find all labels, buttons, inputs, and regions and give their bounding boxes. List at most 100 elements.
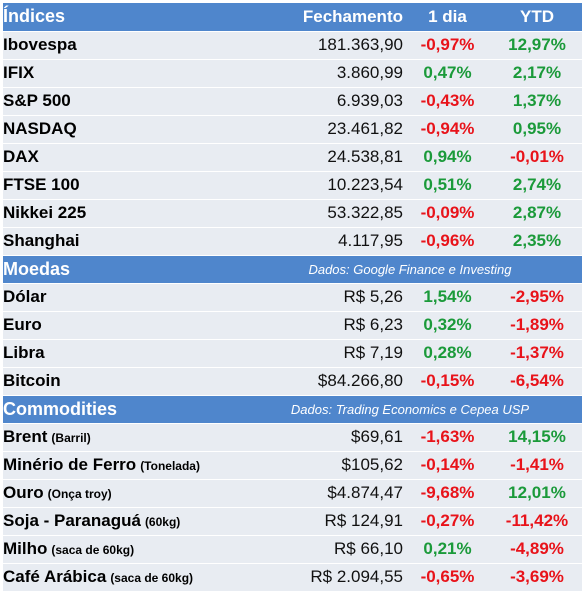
- asset-name: Milho: [3, 539, 48, 558]
- market-summary-table: Índices Fechamento 1 dia YTD Ibovespa 181…: [3, 3, 582, 592]
- day-change: -9,68%: [403, 479, 492, 508]
- asset-name-cell: Dólar: [3, 283, 238, 312]
- ytd-change: -3,69%: [492, 563, 582, 592]
- ytd-change: -0,01%: [492, 143, 582, 172]
- source-note-commodities: Dados: Trading Economics e Cepea USP: [238, 395, 582, 424]
- table-row: Dólar R$ 5,26 1,54% -2,95%: [3, 283, 582, 312]
- table-row: Bitcoin $84.266,80 -0,15% -6,54%: [3, 367, 582, 396]
- header-indices: Índices: [3, 3, 238, 32]
- asset-unit: (60kg): [144, 515, 181, 529]
- ytd-change: 14,15%: [492, 423, 582, 452]
- asset-name: S&P 500: [3, 91, 71, 110]
- table-row: Café Arábica (saca de 60kg) R$ 2.094,55 -0,…: [3, 563, 582, 592]
- close-value: R$ 5,26: [238, 283, 403, 312]
- asset-name-cell: Bitcoin: [3, 367, 238, 396]
- day-change: -0,43%: [403, 87, 492, 116]
- day-change: -0,97%: [403, 31, 492, 60]
- section-header-row: Commodities Dados: Trading Economics e C…: [3, 395, 582, 424]
- day-change: 0,94%: [403, 143, 492, 172]
- close-value: 6.939,03: [238, 87, 403, 116]
- ytd-change: 2,87%: [492, 199, 582, 228]
- close-value: $105,62: [238, 451, 403, 480]
- close-value: R$ 7,19: [238, 339, 403, 368]
- table-row: DAX 24.538,81 0,94% -0,01%: [3, 143, 582, 172]
- asset-name-cell: DAX: [3, 143, 238, 172]
- day-change: -0,94%: [403, 115, 492, 144]
- close-value: R$ 6,23: [238, 311, 403, 340]
- table-row: S&P 500 6.939,03 -0,43% 1,37%: [3, 87, 582, 116]
- asset-name-cell: Café Arábica (saca de 60kg): [3, 563, 238, 592]
- asset-name: Brent: [3, 427, 48, 446]
- moedas-section: Dólar R$ 5,26 1,54% -2,95% Euro R$ 6,23 0,32% -…: [3, 283, 582, 396]
- asset-name: Euro: [3, 315, 42, 334]
- asset-name: FTSE 100: [3, 175, 80, 194]
- table-row: Ibovespa 181.363,90 -0,97% 12,97%: [3, 31, 582, 60]
- table-row: Minério de Ferro (Tonelada) $105,62 -0,14% -…: [3, 451, 582, 480]
- asset-name: IFIX: [3, 63, 35, 82]
- asset-name-cell: FTSE 100: [3, 171, 238, 200]
- asset-name-cell: Libra: [3, 339, 238, 368]
- header-1-day: 1 dia: [403, 3, 492, 32]
- ytd-change: 1,37%: [492, 87, 582, 116]
- close-value: $69,61: [238, 423, 403, 452]
- table-row: Brent (Barril) $69,61 -1,63% 14,15%: [3, 423, 582, 452]
- asset-name: Café Arábica: [3, 567, 107, 586]
- day-change: -1,63%: [403, 423, 492, 452]
- commodities-section: Brent (Barril) $69,61 -1,63% 14,15% Minério d…: [3, 423, 582, 592]
- asset-unit: (Onça troy): [47, 487, 112, 501]
- day-change: 1,54%: [403, 283, 492, 312]
- close-value: 10.223,54: [238, 171, 403, 200]
- day-change: -0,27%: [403, 507, 492, 536]
- asset-name-cell: Euro: [3, 311, 238, 340]
- indices-section: Ibovespa 181.363,90 -0,97% 12,97% IFIX 3.860,…: [3, 31, 582, 256]
- asset-name-cell: IFIX: [3, 59, 238, 88]
- section-header-row: Moedas Dados: Google Finance e Investing: [3, 255, 582, 284]
- close-value: 24.538,81: [238, 143, 403, 172]
- close-value: $84.266,80: [238, 367, 403, 396]
- asset-unit: (Tonelada): [140, 459, 200, 473]
- asset-name: Soja - Paranaguá: [3, 511, 141, 530]
- asset-name-cell: Nikkei 225: [3, 199, 238, 228]
- ytd-change: 12,97%: [492, 31, 582, 60]
- asset-name: Libra: [3, 343, 45, 362]
- day-change: 0,32%: [403, 311, 492, 340]
- table-row: NASDAQ 23.461,82 -0,94% 0,95%: [3, 115, 582, 144]
- ytd-change: -11,42%: [492, 507, 582, 536]
- ytd-change: 2,17%: [492, 59, 582, 88]
- asset-name-cell: Ibovespa: [3, 31, 238, 60]
- asset-name: Bitcoin: [3, 371, 61, 390]
- close-value: 3.860,99: [238, 59, 403, 88]
- asset-name-cell: Milho (saca de 60kg): [3, 535, 238, 564]
- table-row: Nikkei 225 53.322,85 -0,09% 2,87%: [3, 199, 582, 228]
- day-change: -0,09%: [403, 199, 492, 228]
- day-change: -0,14%: [403, 451, 492, 480]
- asset-name-cell: Minério de Ferro (Tonelada): [3, 451, 238, 480]
- ytd-change: -1,41%: [492, 451, 582, 480]
- ytd-change: 2,35%: [492, 227, 582, 256]
- table-row: FTSE 100 10.223,54 0,51% 2,74%: [3, 171, 582, 200]
- header-close: Fechamento: [238, 3, 403, 32]
- moedas-header: Moedas Dados: Google Finance e Investing: [3, 255, 582, 284]
- day-change: 0,47%: [403, 59, 492, 88]
- close-value: R$ 66,10: [238, 535, 403, 564]
- asset-name-cell: NASDAQ: [3, 115, 238, 144]
- asset-name-cell: S&P 500: [3, 87, 238, 116]
- asset-name: Dólar: [3, 287, 47, 306]
- asset-name-cell: Ouro (Onça troy): [3, 479, 238, 508]
- source-note-moedas: Dados: Google Finance e Investing: [238, 255, 582, 284]
- close-value: 53.322,85: [238, 199, 403, 228]
- asset-name: DAX: [3, 147, 39, 166]
- close-value: 23.461,82: [238, 115, 403, 144]
- day-change: 0,28%: [403, 339, 492, 368]
- commodities-header: Commodities Dados: Trading Economics e C…: [3, 395, 582, 424]
- ytd-change: 2,74%: [492, 171, 582, 200]
- header-ytd: YTD: [492, 3, 582, 32]
- asset-unit: (saca de 60kg): [110, 571, 194, 585]
- ytd-change: -1,37%: [492, 339, 582, 368]
- table-row: Shanghai 4.117,95 -0,96% 2,35%: [3, 227, 582, 256]
- asset-name-cell: Soja - Paranaguá (60kg): [3, 507, 238, 536]
- asset-name: Ibovespa: [3, 35, 77, 54]
- section-title-moedas: Moedas: [3, 255, 238, 284]
- ytd-change: -2,95%: [492, 283, 582, 312]
- table-row: Milho (saca de 60kg) R$ 66,10 0,21% -4,89%: [3, 535, 582, 564]
